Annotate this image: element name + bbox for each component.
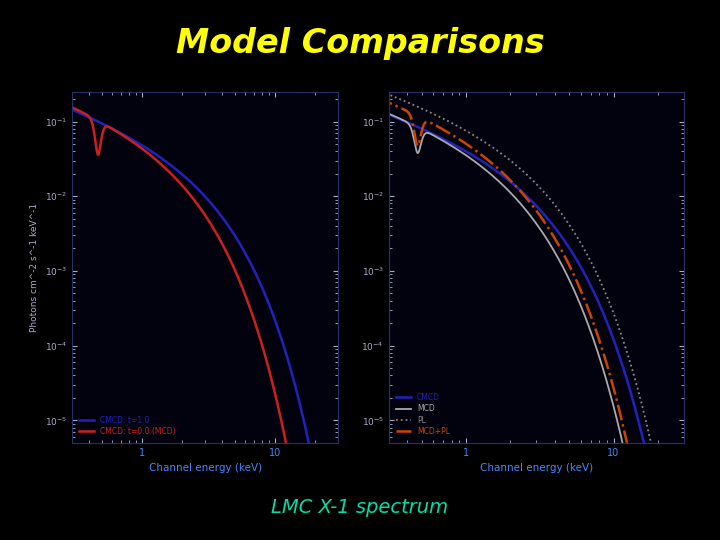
- X-axis label: Channel energy (keV): Channel energy (keV): [148, 463, 262, 473]
- Text: Model Comparisons: Model Comparisons: [176, 26, 544, 60]
- X-axis label: Channel energy (keV): Channel energy (keV): [480, 463, 593, 473]
- Text: LMC X-1 spectrum: LMC X-1 spectrum: [271, 498, 449, 517]
- Y-axis label: Photons cm^-2 s^-1 keV^-1: Photons cm^-2 s^-1 keV^-1: [30, 202, 39, 332]
- Legend: CMCD: t=1.0, CMCD: t=0.0 (MCD): CMCD: t=1.0, CMCD: t=0.0 (MCD): [76, 413, 179, 439]
- Legend: CMCD, MCD, PL, MCD+PL: CMCD, MCD, PL, MCD+PL: [392, 390, 453, 439]
